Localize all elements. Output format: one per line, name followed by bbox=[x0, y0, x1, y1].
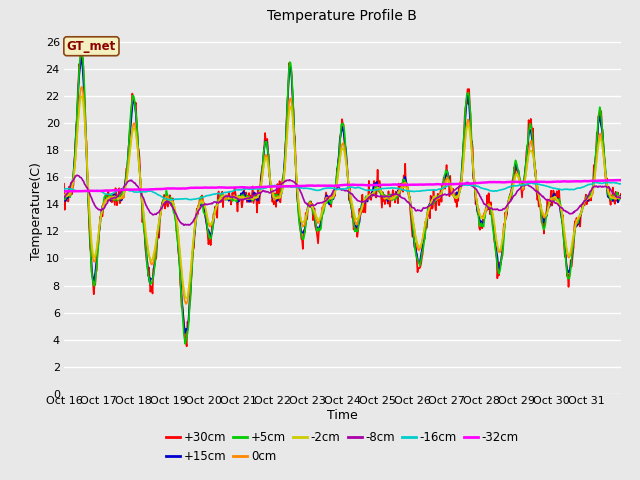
-16cm bbox=[125, 188, 133, 194]
-8cm bbox=[433, 195, 440, 201]
-2cm bbox=[60, 192, 68, 197]
-2cm bbox=[278, 190, 285, 195]
-16cm bbox=[432, 187, 440, 193]
+5cm bbox=[433, 197, 440, 203]
+30cm bbox=[183, 343, 191, 349]
Legend: +30cm, +15cm, +5cm, 0cm, -2cm, -8cm, -16cm, -32cm: +30cm, +15cm, +5cm, 0cm, -2cm, -8cm, -16… bbox=[161, 427, 524, 468]
+15cm bbox=[278, 190, 285, 195]
+5cm bbox=[229, 198, 237, 204]
-32cm bbox=[401, 182, 408, 188]
+30cm bbox=[257, 175, 264, 181]
-16cm bbox=[277, 183, 285, 189]
-16cm bbox=[60, 186, 68, 192]
0cm bbox=[229, 194, 237, 200]
-8cm bbox=[60, 195, 68, 201]
Line: -16cm: -16cm bbox=[64, 182, 621, 200]
-8cm bbox=[180, 222, 188, 228]
+30cm bbox=[278, 187, 285, 192]
Line: 0cm: 0cm bbox=[64, 87, 621, 304]
+5cm bbox=[257, 181, 264, 187]
-8cm bbox=[278, 181, 285, 187]
-8cm bbox=[401, 196, 409, 202]
-32cm bbox=[65, 189, 73, 194]
-8cm bbox=[229, 194, 237, 200]
+5cm bbox=[401, 180, 409, 185]
-16cm bbox=[605, 180, 612, 185]
+5cm bbox=[77, 49, 85, 55]
Y-axis label: Temperature(C): Temperature(C) bbox=[30, 162, 43, 260]
-2cm bbox=[433, 195, 440, 201]
-2cm bbox=[229, 194, 237, 200]
+30cm bbox=[77, 48, 84, 53]
-16cm bbox=[168, 197, 175, 203]
+15cm bbox=[617, 193, 625, 199]
+15cm bbox=[126, 130, 134, 135]
-8cm bbox=[73, 172, 81, 178]
-2cm bbox=[126, 148, 134, 154]
+5cm bbox=[60, 197, 68, 203]
+15cm bbox=[433, 198, 440, 204]
-32cm bbox=[228, 185, 236, 191]
Line: -8cm: -8cm bbox=[64, 175, 621, 225]
0cm bbox=[617, 195, 625, 201]
+15cm bbox=[229, 195, 237, 201]
Line: +5cm: +5cm bbox=[64, 52, 621, 344]
Line: -2cm: -2cm bbox=[64, 96, 621, 298]
0cm bbox=[60, 194, 68, 200]
0cm bbox=[182, 301, 190, 307]
-32cm bbox=[256, 184, 264, 190]
-32cm bbox=[617, 177, 625, 183]
Line: +15cm: +15cm bbox=[64, 58, 621, 333]
Title: Temperature Profile B: Temperature Profile B bbox=[268, 10, 417, 24]
+15cm bbox=[181, 330, 189, 336]
+5cm bbox=[617, 194, 625, 200]
X-axis label: Time: Time bbox=[327, 409, 358, 422]
+15cm bbox=[77, 55, 85, 61]
-2cm bbox=[617, 194, 625, 200]
Text: GT_met: GT_met bbox=[67, 40, 116, 53]
+15cm bbox=[60, 195, 68, 201]
0cm bbox=[278, 189, 285, 194]
-16cm bbox=[401, 187, 408, 193]
+30cm bbox=[401, 161, 409, 167]
-2cm bbox=[182, 295, 190, 301]
+30cm bbox=[617, 191, 625, 197]
-8cm bbox=[126, 178, 134, 183]
0cm bbox=[401, 180, 409, 185]
Line: -32cm: -32cm bbox=[64, 180, 621, 192]
-16cm bbox=[617, 181, 625, 187]
0cm bbox=[433, 197, 440, 203]
+30cm bbox=[60, 181, 68, 187]
+30cm bbox=[229, 194, 237, 200]
-16cm bbox=[228, 189, 236, 194]
-2cm bbox=[77, 93, 85, 99]
+30cm bbox=[126, 123, 134, 129]
Line: +30cm: +30cm bbox=[64, 50, 621, 346]
0cm bbox=[257, 186, 264, 192]
+30cm bbox=[433, 197, 440, 203]
+5cm bbox=[126, 120, 134, 126]
0cm bbox=[78, 84, 86, 90]
-32cm bbox=[126, 187, 134, 192]
-8cm bbox=[257, 190, 264, 196]
-16cm bbox=[256, 186, 264, 192]
-2cm bbox=[257, 183, 264, 189]
+5cm bbox=[181, 341, 189, 347]
-2cm bbox=[401, 184, 409, 190]
+5cm bbox=[278, 184, 285, 190]
-32cm bbox=[277, 184, 285, 190]
-32cm bbox=[60, 189, 68, 194]
0cm bbox=[126, 146, 134, 152]
+15cm bbox=[401, 174, 409, 180]
+15cm bbox=[257, 182, 264, 188]
-32cm bbox=[432, 181, 440, 187]
-8cm bbox=[617, 195, 625, 201]
